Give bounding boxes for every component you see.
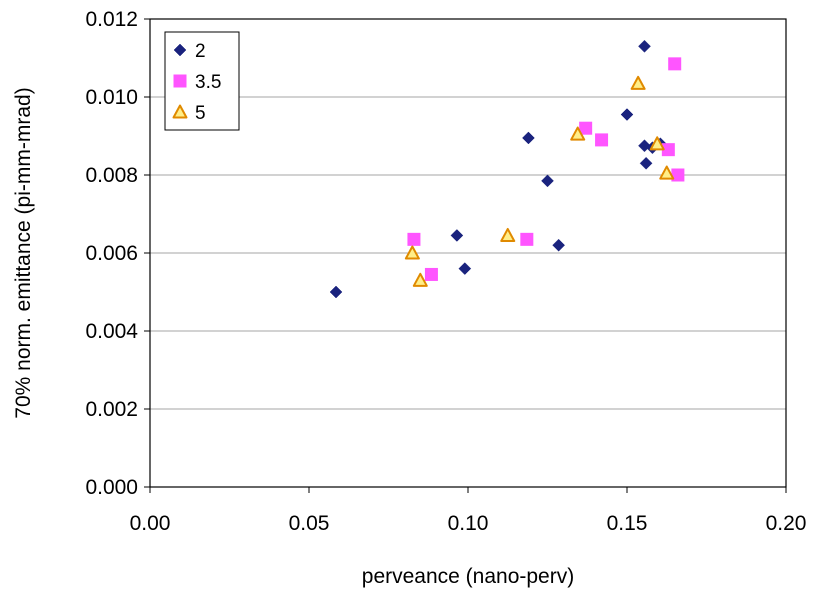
data-point-square bbox=[668, 57, 682, 71]
series-1 bbox=[329, 39, 667, 299]
series-3 bbox=[404, 75, 675, 287]
data-point-diamond bbox=[329, 285, 343, 299]
y-axis-ticks: 0.000 0.002 0.004 0.006 0.008 0.010 0.012 bbox=[85, 8, 150, 499]
data-point-triangle bbox=[649, 136, 665, 151]
y-tick-label: 0.012 bbox=[85, 8, 138, 31]
data-point-diamond bbox=[450, 229, 464, 242]
y-tick-label: 0.000 bbox=[85, 476, 138, 499]
data-point-diamond bbox=[620, 108, 634, 121]
data-point-diamond bbox=[458, 262, 472, 275]
legend-marker-square bbox=[173, 74, 187, 88]
x-tick-label: 0.00 bbox=[130, 512, 171, 535]
data-point-diamond bbox=[639, 156, 653, 170]
data-point-square bbox=[424, 267, 438, 281]
y-tick-label: 0.002 bbox=[85, 398, 138, 421]
y-axis-title: 70% norm. emittance (pi-mm-mrad) bbox=[12, 87, 35, 418]
data-point-square bbox=[661, 143, 675, 157]
data-point-square bbox=[407, 232, 421, 246]
data-point-diamond bbox=[638, 39, 651, 53]
x-tick-label: 0.15 bbox=[607, 512, 648, 535]
data-point-square bbox=[671, 168, 685, 182]
data-point-triangle bbox=[404, 245, 420, 260]
legend: 23.55 bbox=[164, 31, 240, 131]
legend-marker-triangle bbox=[172, 104, 188, 119]
data-point-triangle bbox=[570, 126, 586, 141]
data-point-triangle bbox=[659, 165, 675, 180]
legend-marker-diamond bbox=[173, 43, 187, 57]
y-tick-label: 0.008 bbox=[85, 164, 138, 187]
legend-item: 3.5 bbox=[173, 72, 221, 93]
x-tick-label: 0.10 bbox=[448, 512, 489, 535]
x-axis-ticks: 0.00 0.05 0.10 0.15 0.20 bbox=[130, 487, 807, 535]
legend-label: 2 bbox=[195, 41, 206, 62]
legend-item: 2 bbox=[173, 41, 206, 62]
y-tick-label: 0.004 bbox=[85, 320, 138, 343]
data-points bbox=[329, 39, 685, 299]
data-point-diamond bbox=[541, 174, 554, 188]
x-axis-title: perveance (nano-perv) bbox=[362, 565, 574, 588]
gridlines bbox=[150, 96, 786, 410]
legend-item: 5 bbox=[172, 103, 206, 124]
data-point-triangle bbox=[412, 272, 428, 287]
data-point-square bbox=[595, 133, 609, 147]
x-tick-label: 0.05 bbox=[289, 512, 330, 535]
data-point-diamond bbox=[552, 238, 565, 252]
series-2 bbox=[407, 57, 685, 281]
legend-label: 3.5 bbox=[195, 72, 221, 93]
data-point-square bbox=[579, 121, 593, 135]
data-point-triangle bbox=[630, 75, 646, 90]
y-tick-label: 0.006 bbox=[85, 242, 138, 265]
data-point-diamond bbox=[522, 131, 535, 145]
y-tick-label: 0.010 bbox=[85, 86, 138, 109]
legend-label: 5 bbox=[195, 103, 206, 124]
x-tick-label: 0.20 bbox=[766, 512, 807, 535]
data-point-square bbox=[520, 232, 534, 246]
data-point-triangle bbox=[500, 227, 516, 242]
